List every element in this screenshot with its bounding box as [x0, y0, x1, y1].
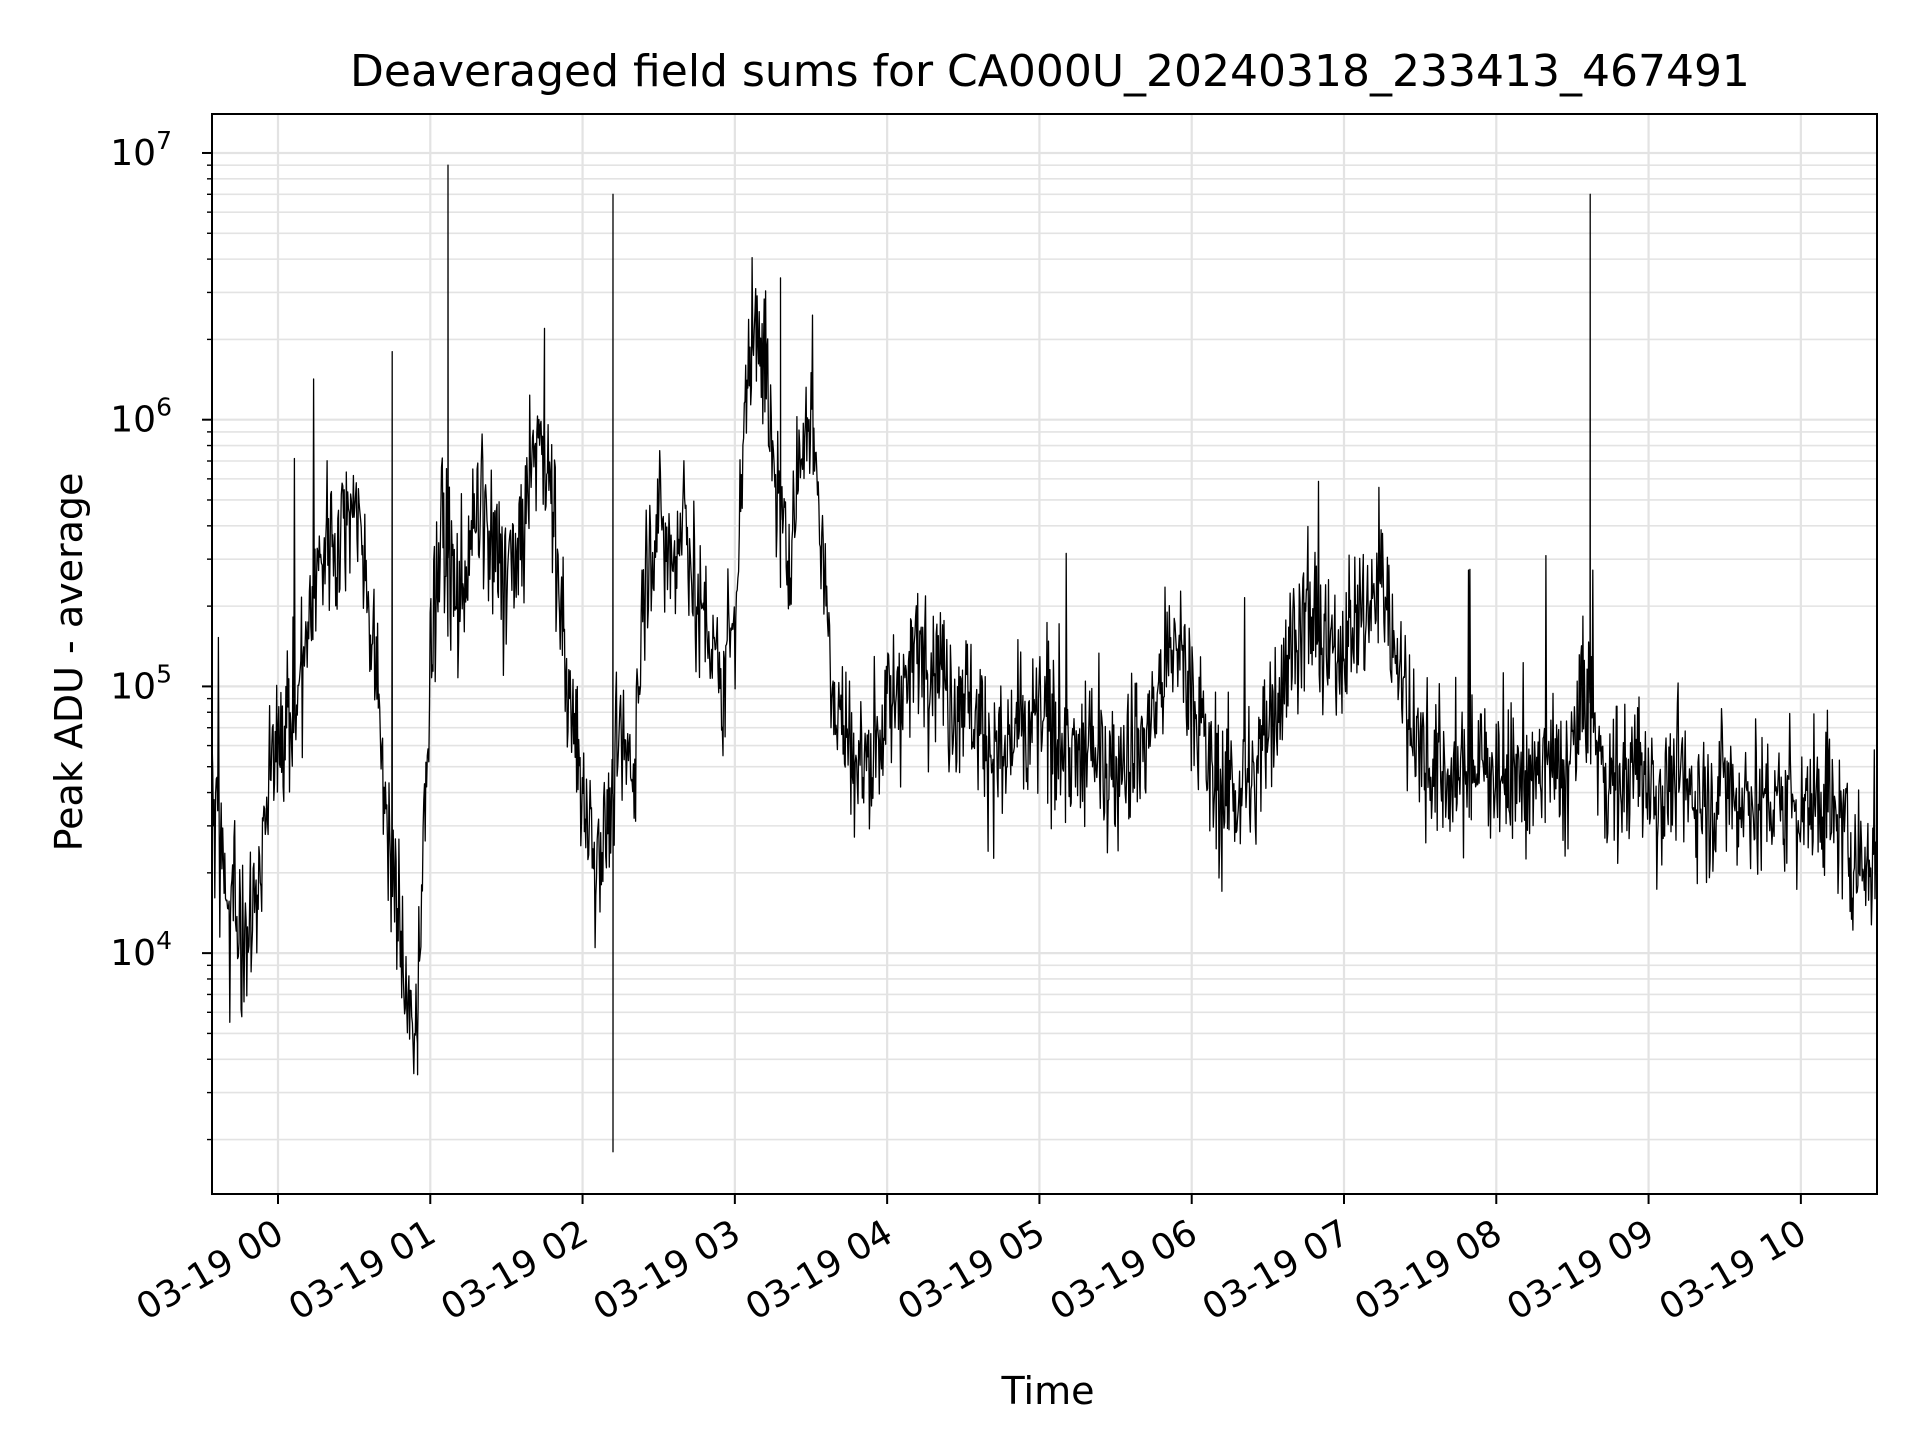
y-tick-label: 105 — [110, 659, 172, 707]
y-tick-label-base: 10 — [110, 400, 156, 441]
y-axis-label: Peak ADU - average — [47, 473, 91, 852]
series-line — [211, 164, 1878, 1153]
y-tick-label-exponent: 6 — [156, 393, 172, 422]
y-tick-label-base: 10 — [110, 666, 156, 707]
y-tick-label-base: 10 — [110, 133, 156, 174]
y-tick-label: 107 — [110, 126, 172, 174]
y-tick-label-exponent: 4 — [156, 926, 172, 955]
chart-title: Deaveraged field sums for CA000U_2024031… — [350, 46, 1750, 97]
y-tick-label-base: 10 — [110, 933, 156, 974]
y-tick-label-exponent: 5 — [156, 659, 172, 688]
x-axis-label: Time — [1001, 1369, 1095, 1413]
plot-frame — [211, 113, 1878, 1195]
y-tick-label: 104 — [110, 926, 172, 974]
y-tick-label: 106 — [110, 393, 172, 441]
data-layer — [211, 164, 1878, 1153]
y-tick-label-exponent: 7 — [156, 126, 172, 155]
grid-layer — [212, 114, 1877, 1194]
